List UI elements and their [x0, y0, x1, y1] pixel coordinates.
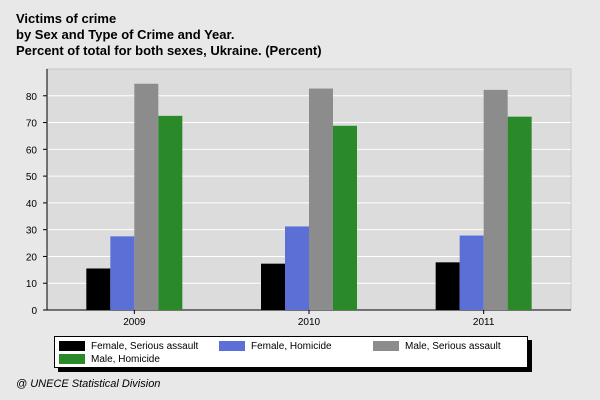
legend: Female, Serious assault Female, Homicide…: [54, 336, 528, 368]
title-line-2: by Sex and Type of Crime and Year.: [16, 27, 235, 42]
legend-swatch: [373, 341, 399, 351]
y-tick-label: 0: [31, 306, 37, 317]
y-tick-label: 20: [26, 252, 38, 263]
y-tick-label: 10: [26, 279, 38, 290]
legend-label: Female, Homicide: [251, 340, 332, 352]
legend-item-male-homicide: Male, Homicide: [59, 353, 160, 365]
y-tick-label: 40: [26, 199, 38, 210]
x-tick-label: 2009: [123, 317, 146, 328]
bar: [333, 125, 357, 310]
bar: [309, 88, 333, 310]
bar: [158, 115, 183, 310]
bar: [435, 262, 460, 310]
bar: [459, 235, 484, 310]
source-credit: @ UNECE Statistical Division: [16, 378, 161, 390]
bar: [134, 83, 159, 310]
title-line-1: Victims of crime: [16, 11, 117, 26]
bar: [507, 116, 532, 310]
legend-label: Male, Serious assault: [405, 340, 501, 352]
bar: [110, 236, 135, 310]
bar: [86, 268, 111, 310]
legend-swatch: [59, 354, 85, 364]
bar: [285, 226, 309, 310]
y-tick-label: 70: [26, 119, 38, 130]
x-tick-label: 2010: [298, 317, 321, 328]
bar: [483, 89, 508, 311]
legend-item-male-serious-assault: Male, Serious assault: [373, 340, 501, 352]
legend-item-female-homicide: Female, Homicide: [219, 340, 332, 352]
legend-item-female-serious-assault: Female, Serious assault: [59, 340, 198, 352]
bar: [261, 263, 285, 310]
legend-swatch: [219, 341, 245, 351]
legend-label: Male, Homicide: [91, 353, 160, 365]
title-line-3: Percent of total for both sexes, Ukraine…: [16, 43, 322, 58]
y-tick-label: 50: [26, 172, 38, 183]
y-tick-label: 80: [26, 92, 38, 103]
chart-title: Victims of crime by Sex and Type of Crim…: [16, 11, 322, 59]
x-tick-label: 2011: [473, 317, 495, 328]
legend-label: Female, Serious assault: [91, 340, 199, 352]
y-tick-label: 30: [26, 226, 38, 237]
y-tick-label: 60: [26, 145, 38, 156]
legend-swatch: [59, 341, 85, 351]
